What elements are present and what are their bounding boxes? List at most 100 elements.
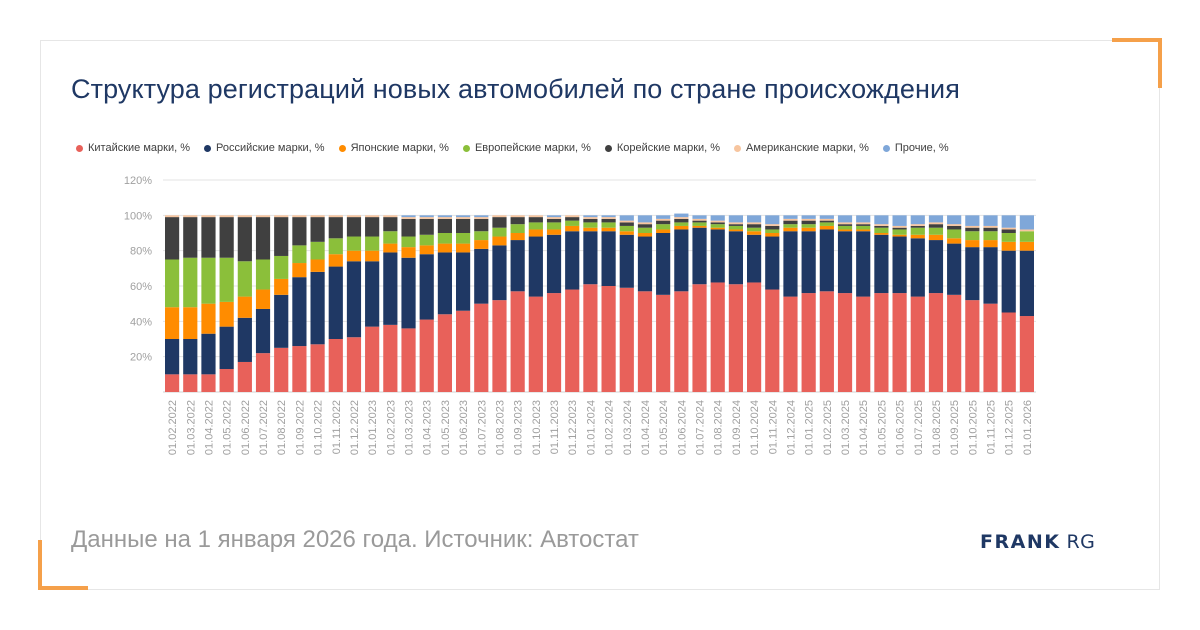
legend-marker: [76, 144, 83, 152]
bar-segment: [328, 266, 343, 339]
y-tick-label: 100%: [124, 210, 152, 222]
bar-segment: [365, 236, 380, 251]
bar-segment: [165, 374, 180, 392]
bar-segment: [365, 217, 380, 237]
bar-segment: [674, 291, 689, 392]
y-tick-label: 20%: [130, 352, 152, 364]
bar-segment: [656, 224, 671, 230]
x-tick-label: 01.05.2022: [222, 400, 234, 455]
bar-segment: [546, 222, 562, 230]
legend-marker: [604, 144, 612, 152]
bar-segment: [965, 300, 980, 392]
bar-segment: [346, 215, 362, 218]
bar-segment: [619, 287, 634, 392]
bar-segment: [910, 225, 925, 228]
x-tick-label: 01.11.2025: [986, 400, 998, 454]
bar-segment: [856, 222, 871, 225]
bar-segment: [237, 317, 252, 362]
bar-segment: [346, 261, 362, 338]
bar-segment: [165, 217, 180, 260]
legend-label: Российские марки, %: [216, 142, 325, 154]
source-note: Данные на 1 января 2026 года. Источник: …: [71, 526, 639, 553]
bar-segment: [765, 225, 780, 230]
x-tick-label: 01.08.2025: [931, 400, 943, 455]
bar-segment: [1001, 312, 1016, 392]
bar-segment: [474, 240, 489, 249]
bar-segment: [947, 224, 962, 226]
bar-segment: [656, 294, 671, 392]
bar-segment: [401, 217, 416, 219]
x-tick-label: 01.10.2025: [967, 400, 979, 455]
bar-segment: [1001, 215, 1016, 228]
y-tick-label: 60%: [130, 281, 152, 293]
bar-segment: [219, 215, 234, 218]
bar-segment: [947, 229, 962, 239]
bar-segment: [201, 217, 216, 258]
bar-segment: [710, 222, 725, 225]
bar-segment: [728, 229, 743, 232]
bar-segment: [783, 215, 798, 219]
bar-segment: [237, 261, 252, 297]
bar-segment: [419, 254, 434, 320]
bar-segment: [474, 217, 489, 219]
bar-segment: [892, 236, 907, 294]
bar-segment: [565, 220, 580, 226]
bar-segment: [710, 227, 725, 230]
bar-segment: [819, 222, 834, 226]
x-tick-label: 01.12.2025: [1004, 400, 1016, 455]
bar-segment: [201, 333, 216, 375]
bar-segment: [528, 236, 543, 297]
x-tick-label: 01.12.2022: [349, 400, 361, 455]
bar-segment: [237, 215, 252, 218]
x-tick-label: 01.02.2024: [604, 400, 616, 455]
bar-segment: [656, 218, 671, 221]
x-tick-label: 01.10.2022: [313, 400, 325, 455]
x-tick-label: 01.08.2022: [276, 400, 288, 455]
x-tick-label: 01.11.2024: [767, 400, 779, 454]
bar-segment: [928, 234, 944, 241]
bar-segment: [728, 222, 743, 225]
bar-segment: [419, 245, 434, 255]
bar-segment: [874, 224, 889, 226]
bar-segment: [510, 240, 525, 292]
chart-legend: Китайские марки, % Российские марки, % Япо…: [76, 142, 1126, 155]
bar-segment: [328, 217, 343, 239]
bar-segment: [346, 236, 362, 251]
bar-segment: [619, 222, 634, 226]
bar-segment: [728, 231, 743, 285]
bar-segment: [801, 215, 816, 219]
bar-segment: [219, 326, 234, 370]
bar-segment: [437, 314, 452, 392]
y-tick-label: 120%: [124, 175, 152, 187]
legend-item: Американские марки, %: [734, 142, 869, 154]
bar-segment: [456, 310, 471, 392]
bar-segment: [292, 245, 307, 264]
bar-segment: [383, 231, 398, 244]
bar-segment: [456, 215, 471, 218]
bar-segment: [1019, 229, 1034, 232]
bar-segment: [910, 215, 925, 225]
bar-segment: [892, 293, 907, 392]
x-tick-label: 01.01.2026: [1022, 400, 1034, 455]
x-tick-label: 01.03.2025: [840, 400, 852, 455]
x-tick-label: 01.06.2024: [676, 400, 688, 455]
bar-segment: [365, 250, 380, 262]
bar-segment: [983, 240, 998, 248]
bar-segment: [947, 215, 962, 225]
x-tick-label: 01.10.2024: [749, 400, 761, 455]
bar-segment: [492, 245, 507, 301]
bar-segment: [474, 303, 489, 392]
bar-segment: [601, 222, 616, 228]
x-tick-label: 01.07.2023: [476, 400, 488, 455]
bar-segment: [674, 225, 689, 230]
bar-segment: [947, 225, 962, 230]
bar-segment: [728, 224, 743, 226]
bar-segment: [674, 213, 689, 218]
legend-item: Китайские марки, %: [76, 142, 190, 154]
bar-segment: [656, 229, 671, 233]
frank-rg-logo: FRANK RG: [980, 531, 1095, 553]
bar-segment: [892, 229, 907, 235]
bar-segment: [674, 222, 689, 226]
bar-segment: [601, 286, 616, 392]
bar-segment: [728, 284, 743, 392]
